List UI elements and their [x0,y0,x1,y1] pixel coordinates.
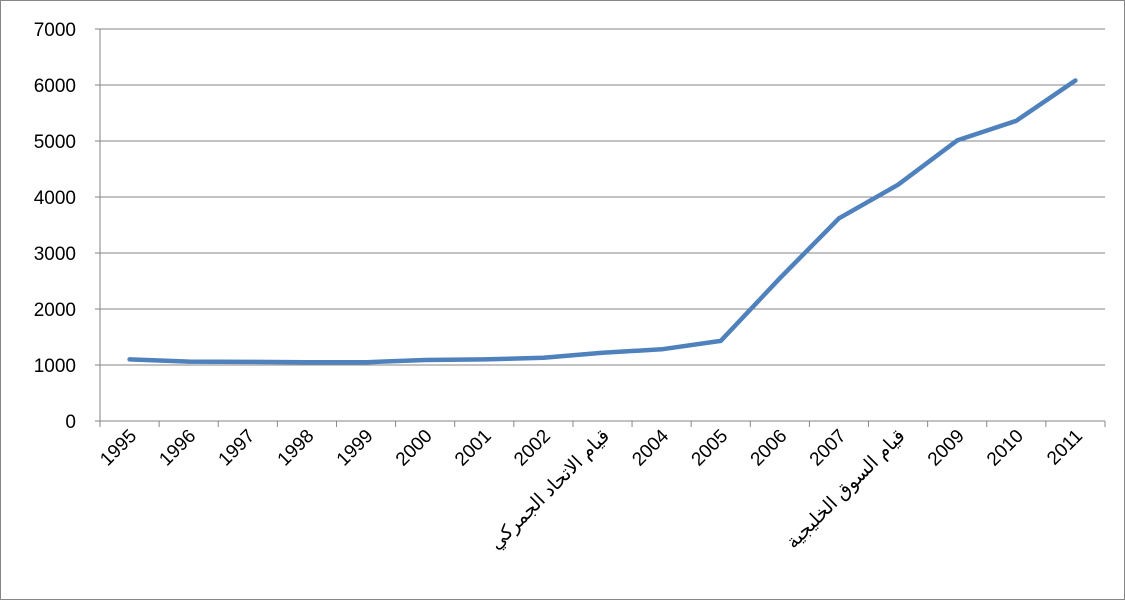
x-tick-label: 1997 [215,426,260,471]
data-point [423,357,428,362]
data-point [127,357,132,362]
series [127,78,1078,365]
axes [95,28,1106,427]
y-tick-label: 7000 [34,20,76,41]
x-tick-label: 2011 [1043,426,1087,470]
y-tick-label: 6000 [34,76,76,97]
x-tick-label: 2010 [983,426,1028,471]
data-point [659,347,664,352]
x-tick-label: 2006 [747,426,792,471]
x-tick-label: 1996 [155,426,200,471]
data-point [482,357,487,362]
data-point [718,338,723,343]
y-tick-label: 1000 [34,356,76,377]
x-tick-label: 2002 [510,426,555,471]
data-point [600,350,605,355]
x-tick-label: 2007 [806,426,851,471]
data-point [364,360,369,365]
data-point [245,359,250,364]
x-tick-label: 1999 [333,426,378,471]
x-tick-label: 2005 [688,426,733,471]
x-tick-label: 1995 [96,426,141,471]
x-tick-label: 1998 [274,426,319,471]
data-point [777,276,782,281]
data-point [1014,118,1019,123]
y-tick-label: 5000 [34,132,76,153]
y-tick-label: 2000 [34,300,76,321]
data-point [186,359,191,364]
data-point [1073,78,1078,83]
data-point [541,355,546,360]
x-tick-label: 2000 [392,426,437,471]
y-tick-label: 0 [65,412,76,433]
data-point [304,360,309,365]
gridlines [100,28,1105,366]
data-point [955,138,960,143]
data-point [836,216,841,221]
x-tick-label: 2009 [924,426,969,471]
series-line [127,78,1078,365]
x-tick-label: 2001 [451,426,496,471]
data-point [896,182,901,187]
x-tick-label: 2004 [628,425,673,470]
y-tick-label: 4000 [34,188,76,209]
y-tick-label: 3000 [34,244,76,265]
y-tick-labels: 0 1000 2000 3000 4000 5000 6000 7000 [34,20,76,433]
